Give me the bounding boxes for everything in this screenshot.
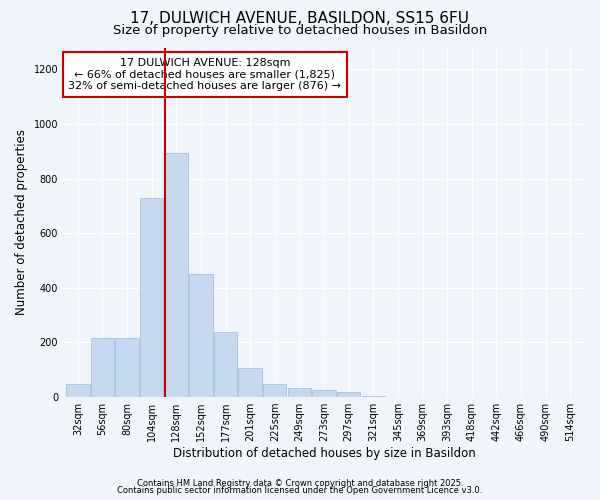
Bar (337, 392, 361, 397)
Text: Contains public sector information licensed under the Open Government Licence v3: Contains public sector information licen… (118, 486, 482, 495)
Bar (189, 274, 212, 397)
Text: 17, DULWICH AVENUE, BASILDON, SS15 6FU: 17, DULWICH AVENUE, BASILDON, SS15 6FU (131, 11, 470, 26)
Bar (66, 384, 89, 397)
Bar (91, 338, 114, 397)
Bar (140, 198, 163, 397)
Text: 17 DULWICH AVENUE: 128sqm
← 66% of detached houses are smaller (1,825)
32% of se: 17 DULWICH AVENUE: 128sqm ← 66% of detac… (68, 58, 341, 91)
Text: Contains HM Land Registry data © Crown copyright and database right 2025.: Contains HM Land Registry data © Crown c… (137, 478, 463, 488)
Bar (263, 384, 286, 397)
Bar (362, 396, 385, 397)
X-axis label: Distribution of detached houses by size in Basildon: Distribution of detached houses by size … (173, 447, 475, 460)
Y-axis label: Number of detached properties: Number of detached properties (15, 130, 28, 316)
Bar (238, 368, 262, 397)
Bar (115, 338, 139, 397)
Bar (313, 390, 336, 397)
Bar (288, 388, 311, 397)
Text: Size of property relative to detached houses in Basildon: Size of property relative to detached ho… (113, 24, 487, 37)
Bar (214, 332, 237, 397)
Bar (164, 152, 188, 397)
